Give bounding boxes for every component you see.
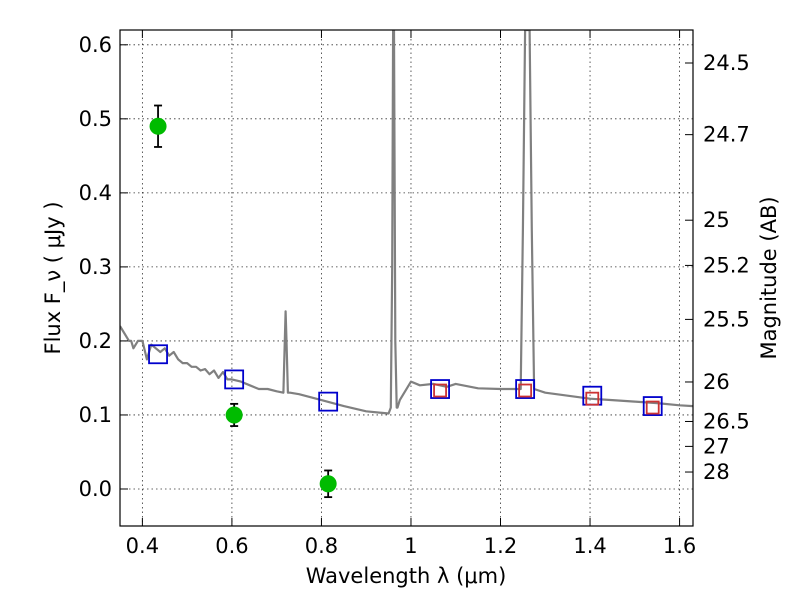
observed-point — [225, 406, 243, 424]
model-photometry-marker — [642, 396, 663, 416]
x-tick-label: 1.6 — [663, 534, 696, 558]
x-tick-label: 0.4 — [126, 534, 159, 558]
x-tick-label: 1.4 — [573, 534, 606, 558]
observed-upper-points-marker — [433, 383, 447, 398]
spectrum-layer — [120, 30, 693, 415]
right-tick-label: 25.2 — [703, 253, 750, 277]
y-tick-label: 0.4 — [79, 181, 112, 205]
observed-upper-points-marker — [585, 391, 600, 406]
observed-point — [149, 117, 167, 135]
model-photometry-marker — [148, 344, 168, 365]
right-tick-label: 27 — [703, 434, 730, 458]
model-photometry-marker — [515, 379, 536, 399]
model-photometry-marker — [318, 391, 339, 412]
right-tick-label: 24.7 — [703, 123, 750, 147]
y-tick-label: 0.3 — [79, 255, 112, 279]
y-tick-label: 0.5 — [79, 107, 112, 131]
right-tick-label: 25.5 — [703, 307, 750, 331]
right-tick-label: 24.5 — [703, 51, 750, 75]
plot-frame — [119, 29, 694, 527]
grid — [120, 30, 693, 526]
x-tick-label: 0.8 — [305, 534, 338, 558]
observed-upper-points-marker — [518, 383, 533, 398]
y-tick-label: 0.2 — [79, 329, 112, 353]
right-tick-label: 25 — [703, 208, 730, 232]
observed-upper-points-marker — [645, 400, 660, 415]
x-tick-label: 1.2 — [484, 534, 517, 558]
y-tick-label: 0.0 — [79, 477, 112, 501]
x-axis-title: Wavelength λ (μm) — [306, 564, 507, 588]
y-axis-title: Flux F_ν ( μJy ) — [41, 201, 66, 354]
right-tick-label: 26 — [703, 370, 730, 394]
right-axis-title: Magnitude (AB) — [757, 196, 781, 359]
right-tick-label: 28 — [703, 460, 730, 484]
y-tick-label: 0.1 — [79, 403, 112, 427]
right-tick-label: 26.5 — [703, 409, 750, 433]
markers — [148, 104, 663, 499]
x-tick-label: 0.6 — [215, 534, 248, 558]
observed-point — [319, 475, 337, 493]
x-tick-label: 1 — [404, 534, 417, 558]
model-photometry-marker — [224, 369, 245, 390]
y-tick-label: 0.6 — [79, 33, 112, 57]
ticks: 0.4 0.6 0.8 1 1.2 1.4 1.6 0.0 0.1 0.2 0.3 0.4 0.5 0.6… — [79, 30, 750, 558]
model-photometry-marker — [430, 379, 450, 399]
spectrum-line — [120, 30, 693, 415]
